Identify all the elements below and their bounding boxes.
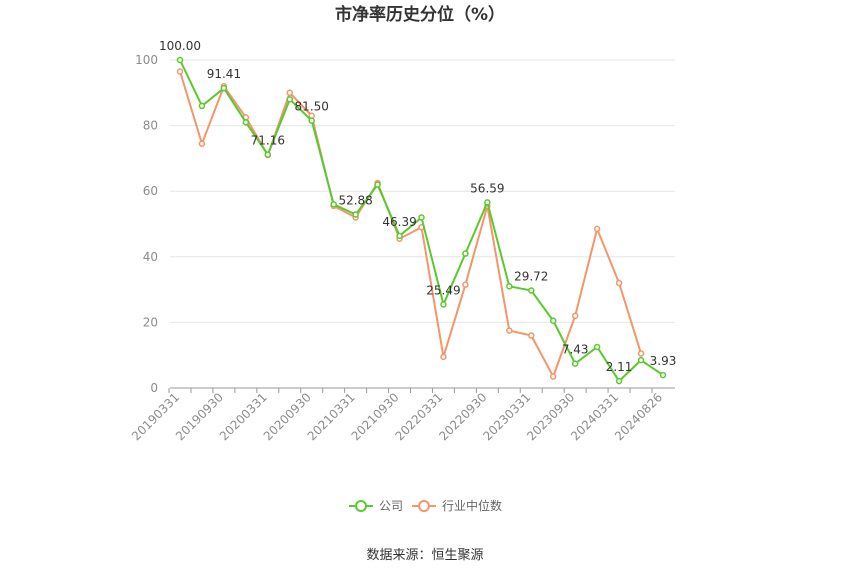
data-label: 25.49 [426,283,460,297]
y-tick-label: 60 [143,184,158,198]
point-company [396,232,403,240]
point-industry [462,281,469,288]
legend-label-industry: 行业中位数 [442,498,502,513]
point-company [198,102,206,110]
chart-title: 市净率历史分位（%） [335,4,505,25]
point-company [615,377,623,385]
data-label: 52.88 [338,194,372,208]
data-label: 56.59 [470,181,504,195]
legend-marker-industry [418,500,430,512]
point-industry [528,332,535,339]
point-industry [286,89,294,97]
series [176,56,667,385]
y-tick-label: 20 [143,315,158,329]
legend-item-company[interactable]: 公司 [349,499,403,513]
point-industry [198,140,206,147]
point-company [549,317,557,325]
data-label: 29.72 [514,270,548,284]
point-industry [176,68,184,75]
point-industry [571,312,579,320]
point-industry [506,327,513,334]
point-company [484,199,491,206]
point-company [440,301,447,308]
point-company [242,119,250,126]
point-company [264,151,272,158]
series-line-industry [179,71,643,379]
y-tick-label: 80 [143,119,158,133]
legend-label-company: 公司 [379,499,403,513]
point-company [308,117,315,124]
point-company [220,84,228,92]
y-tick-label: 100 [135,53,158,67]
point-company [528,287,535,294]
point-company [659,371,667,379]
data-label: 7.43 [562,343,589,357]
point-company [374,181,381,188]
data-labels: 100.00 91.41 71.16 81.50 52.88 46.39 25.49 56.5… [159,39,676,374]
point-company [286,96,294,103]
data-label: 100.00 [159,39,201,53]
data-label: 81.50 [295,100,329,114]
data-label: 3.93 [650,354,677,368]
data-label: 2.11 [606,360,633,374]
data-label: 71.16 [251,134,285,148]
point-company [418,214,425,221]
point-company [593,343,601,351]
data-label: 91.41 [207,67,241,81]
point-industry [440,353,447,361]
point-industry [593,225,601,233]
legend-marker-company [355,500,367,512]
legend-item-industry[interactable]: 行业中位数 [412,498,502,513]
grid [170,59,675,323]
point-industry [637,350,645,357]
x-tick-label: 20240826 [612,390,665,443]
legend: 公司 行业中位数 [349,498,502,513]
point-company [571,360,579,367]
point-company [176,56,184,64]
data-source: 数据来源：恒生聚源 [366,548,483,563]
point-company [352,211,359,218]
point-company [330,201,337,208]
y-tick-label: 0 [150,381,158,395]
y-tick-label: 40 [143,250,158,264]
data-label: 46.39 [382,215,416,229]
point-company [637,356,645,364]
point-industry [549,373,557,380]
point-company [462,250,469,257]
point-company [506,283,513,290]
point-industry [615,279,623,287]
